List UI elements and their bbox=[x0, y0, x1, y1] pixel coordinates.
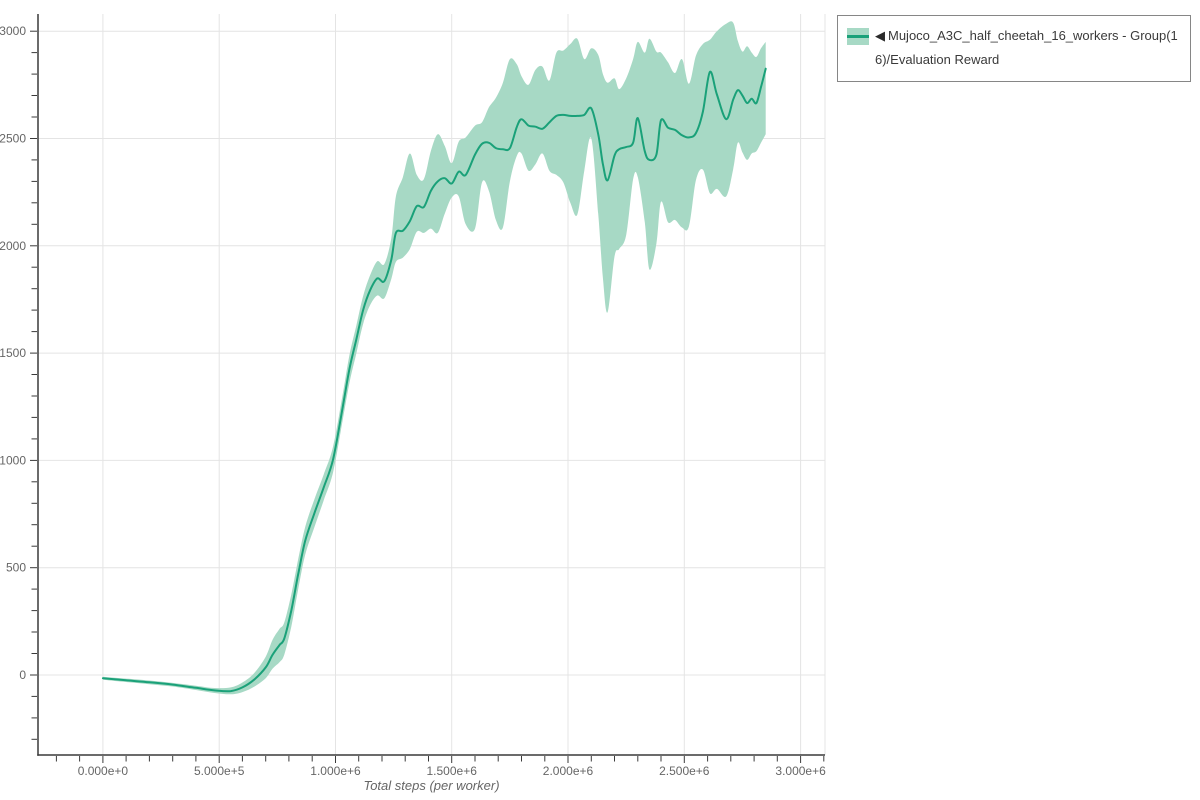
mean-line bbox=[101, 67, 767, 693]
y-tick-label: 2500 bbox=[0, 132, 26, 146]
x-tick-label: 0.000e+0 bbox=[78, 764, 129, 778]
ticks bbox=[30, 30, 825, 763]
y-tick-label: 2000 bbox=[0, 239, 26, 253]
x-tick-label: 3.000e+6 bbox=[775, 764, 826, 778]
legend[interactable]: ◀ Mujoco_A3C_half_cheetah_16_workers - Gr… bbox=[837, 15, 1191, 82]
legend-series-swatch-icon bbox=[847, 28, 869, 45]
x-tick-label: 2.500e+6 bbox=[659, 764, 710, 778]
legend-collapse-icon[interactable]: ◀ bbox=[875, 28, 885, 43]
x-tick-label: 1.500e+6 bbox=[427, 764, 478, 778]
legend-swatch-mean-line bbox=[847, 35, 869, 38]
y-tick-label: 0 bbox=[19, 668, 26, 682]
legend-series-name: Mujoco_A3C_half_cheetah_16_workers - Gro… bbox=[875, 28, 1178, 67]
series-group bbox=[101, 21, 767, 695]
x-tick-label: 2.000e+6 bbox=[543, 764, 594, 778]
y-tick-label: 1500 bbox=[0, 346, 26, 360]
y-tick-label: 1000 bbox=[0, 453, 26, 467]
x-tick-label: 1.000e+6 bbox=[310, 764, 361, 778]
x-tick-label: 5.000e+5 bbox=[194, 764, 245, 778]
y-tick-label: 3000 bbox=[0, 24, 26, 38]
legend-label: ◀ Mujoco_A3C_half_cheetah_16_workers - Gr… bbox=[875, 24, 1180, 72]
y-tick-label: 500 bbox=[6, 561, 26, 575]
tick-labels: 0.000e+0 5.000e+5 1.000e+6 1.500e+6 2.000e+6… bbox=[0, 24, 826, 778]
axes bbox=[37, 14, 825, 756]
x-axis-title: Total steps (per worker) bbox=[363, 778, 500, 793]
confidence-band bbox=[102, 21, 766, 695]
